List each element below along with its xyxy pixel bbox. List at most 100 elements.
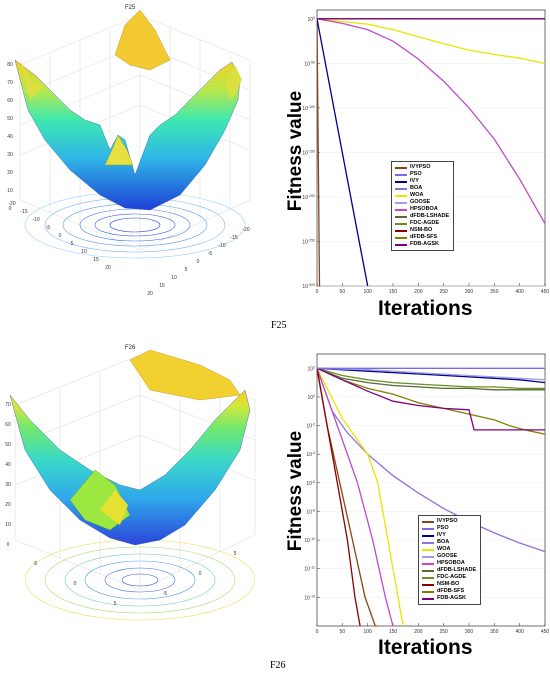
x-tick-label: 450 [541,629,550,635]
f25-z-tick: 70 [7,80,13,86]
f25-y-tick: 0 [197,259,200,265]
series-line-nsm-bo [317,368,361,626]
f25-z-tick: 0 [9,206,12,212]
legend-swatch [422,590,434,593]
legend-item-pso: PSO [395,171,449,178]
f25-surface-title: F25 [125,5,136,11]
series-line-ivypso [317,18,321,286]
f25-y-tick: -20 [242,227,249,233]
legend-swatch [422,534,434,537]
f25-x-ticks: -20 -15 -10 -5 0 5 10 15 20 [8,201,111,271]
legend-swatch [395,173,407,176]
legend-swatch [395,180,407,183]
legend-item-dfdb-lshade: dFDB-LSHADE [422,567,476,574]
legend-item-ivypso: IVYPSO [422,518,476,525]
legend-item-dfdb-lshade: dFDB-LSHADE [395,213,449,220]
series-line-woa [317,368,404,626]
y-tick-label: 10-200 [302,194,315,201]
legend-swatch [395,201,407,204]
legend-item-ivypso: IVYPSO [395,164,449,171]
legend-swatch [395,236,407,239]
f25-z-tick: 50 [7,116,13,122]
f26-z-tick: 20 [5,502,11,508]
legend-swatch [395,215,407,218]
f26-back-edge [129,349,241,401]
series-line-hpsoboa [317,368,394,626]
f25-y-tick: 20 [147,291,153,297]
x-tick-label: 50 [340,629,346,635]
legend-label: HPSOBOA [410,206,438,212]
legend-label: PSO [410,171,422,177]
legend-label: dFDB-LSHADE [437,567,477,573]
series-line-ivy [317,367,545,384]
legend-swatch [422,597,434,600]
legend-item-nsm-bo: NSM-BO [395,227,449,234]
legend-item-fdb-agsk: FDB-AGSK [422,595,476,602]
legend-item-boa: BOA [395,185,449,192]
legend-label: BOA [437,539,450,545]
legend-item-fdc-agde: FDC-AGDE [422,574,476,581]
y-tick-label: 10-150 [302,149,315,156]
f26-y-tick: -5 [163,591,168,597]
f26-z-ticks: 70 60 50 40 30 20 10 0 [5,402,11,548]
f26-x-tick: -5 [33,561,38,567]
x-tick-label: 400 [515,629,524,635]
x-tick-label: 450 [541,289,550,295]
x-tick-label: 400 [515,289,524,295]
y-tick-label: 10-2 [306,423,315,430]
f26-z-tick: 30 [5,482,11,488]
legend-swatch [422,562,434,565]
f25-surface-plot: F25 80 70 60 50 40 30 20 10 0 [0,0,270,310]
series-line-boa [317,368,545,553]
legend-label: dFDB-LSHADE [410,213,450,219]
x-tick-label: 250 [439,629,448,635]
legend-item-ivy: IVY [395,178,449,185]
legend-swatch [422,569,434,572]
f25-y-tick: 5 [185,267,188,273]
legend-swatch [422,520,434,523]
legend-swatch [422,527,434,530]
f25-y-tick: 10 [171,275,177,281]
f25-left-ridge [20,60,45,100]
legend-swatch [422,583,434,586]
f25-z-tick: 80 [7,62,13,68]
legend-label: GOOSE [410,199,431,205]
f25-x-tick: -20 [8,201,15,207]
legend-item-dfdb-sfs: dFDB-SFS [395,234,449,241]
series-group [317,367,545,626]
f26-fold-highlight [100,490,128,525]
legend-swatch [422,555,434,558]
x-tick-label: 250 [439,289,448,295]
legend-label: WOA [410,192,424,198]
legend-item-ivy: IVY [422,532,476,539]
legend-swatch [395,194,407,197]
f25-x-tick: 0 [59,233,62,239]
legend-item-boa: BOA [422,539,476,546]
x-tick-label: 300 [465,289,474,295]
legend-label: FDC-AGDE [410,220,440,226]
y-tick-label: 10-300 [302,283,315,290]
f26-x-tick: 0 [74,581,77,587]
x-tick-label: 150 [389,289,398,295]
f26-caption: F26 [270,660,286,671]
f25-y-tick: -5 [208,251,213,257]
legend-swatch [395,243,407,246]
legend-label: IVY [437,532,446,538]
f25-ylabel: Fitness value [285,90,307,212]
y-tick-label: 100 [307,394,315,401]
series-line-dfdb-lshade [317,367,545,391]
y-tick-label: 10-4 [306,451,315,458]
x-tick-label: 200 [414,289,423,295]
f26-z-tick: 0 [7,542,10,548]
f26-surface-title: F26 [125,345,136,351]
legend-item-goose: GOOSE [422,553,476,560]
f26-z-tick: 70 [5,402,11,408]
f25-back-peak [114,9,171,71]
legend-item-hpsoboa: HPSOBOA [422,560,476,567]
f25-x-tick: -15 [20,209,27,215]
f25-bowl-surface [14,59,241,211]
y-tick-label: 10-14 [304,594,315,601]
f25-legend: IVYPSO PSO IVY BOA WOA GOOSE HPSOBOA dFDB-LSHAD… [391,161,455,251]
